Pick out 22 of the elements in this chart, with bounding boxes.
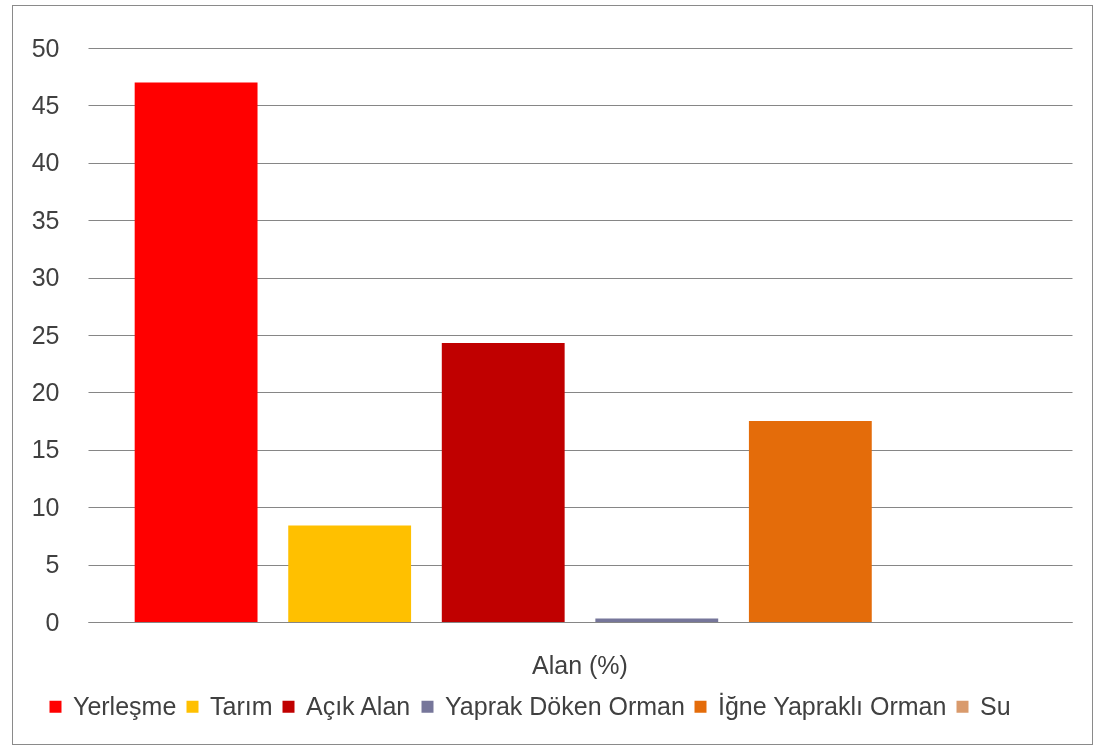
legend-label: Açık Alan (306, 691, 411, 720)
legend-label: İğne Yapraklı Orman (718, 691, 947, 720)
y-tick-label: 30 (31, 263, 60, 292)
y-tick-label: 20 (31, 377, 60, 406)
legend-label: Tarım (210, 691, 273, 720)
y-tick-label: 0 (45, 607, 60, 636)
legend-label: Yaprak Döken Orman (445, 691, 685, 720)
bar (134, 82, 258, 622)
y-tick-label: 5 (45, 550, 60, 579)
bar (288, 525, 412, 622)
legend-label: Yerleşme (73, 691, 177, 720)
y-tick-label: 15 (31, 435, 60, 464)
y-tick-label: 35 (31, 205, 60, 234)
y-tick-label: 50 (31, 33, 60, 62)
y-tick-label: 45 (31, 90, 60, 119)
y-tick-label: 25 (31, 320, 60, 349)
x-tick-label: Alan (%) (532, 650, 628, 679)
y-tick-label: 10 (31, 492, 60, 521)
bar (748, 421, 872, 622)
y-tick-label: 40 (31, 148, 60, 177)
bar (441, 343, 565, 622)
legend-label: Su (980, 691, 1011, 720)
